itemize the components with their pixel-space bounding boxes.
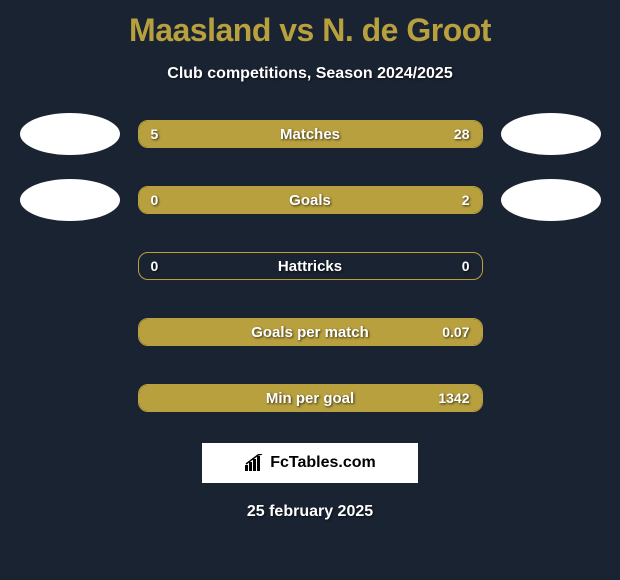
- stat-label: Goals per match: [251, 324, 369, 341]
- page-title: Maasland vs N. de Groot: [0, 0, 620, 49]
- stat-row: Goals per match 0.07: [0, 311, 620, 353]
- stat-label: Min per goal: [266, 390, 354, 407]
- chart-icon: [244, 454, 266, 472]
- stat-value-left: 0: [151, 192, 159, 208]
- brand-text: FcTables.com: [270, 454, 376, 472]
- stat-value-right: 2: [462, 192, 470, 208]
- stat-row: 0 Goals 2: [0, 179, 620, 221]
- player-left-avatar: [20, 179, 120, 221]
- stat-label: Matches: [280, 126, 340, 143]
- stat-value-left: 0: [151, 258, 159, 274]
- avatar-placeholder: [501, 245, 601, 287]
- stat-row: Min per goal 1342: [0, 377, 620, 419]
- stat-bar-hattricks: 0 Hattricks 0: [138, 252, 483, 280]
- stats-container: 5 Matches 28 0 Goals 2 0 Hattricks 0 Goa…: [0, 113, 620, 419]
- stat-label: Hattricks: [278, 258, 342, 275]
- stat-value-right: 28: [454, 126, 470, 142]
- avatar-placeholder: [20, 311, 120, 353]
- stat-value-right: 0: [462, 258, 470, 274]
- avatar-placeholder: [20, 377, 120, 419]
- subtitle: Club competitions, Season 2024/2025: [0, 65, 620, 83]
- brand-logo[interactable]: FcTables.com: [202, 443, 418, 483]
- stat-value-right: 0.07: [442, 324, 469, 340]
- player-right-avatar: [501, 113, 601, 155]
- avatar-placeholder: [501, 311, 601, 353]
- date-text: 25 february 2025: [0, 503, 620, 521]
- stat-value-left: 5: [151, 126, 159, 142]
- stat-row: 5 Matches 28: [0, 113, 620, 155]
- player-right-avatar: [501, 179, 601, 221]
- stat-bar-min-per-goal: Min per goal 1342: [138, 384, 483, 412]
- stat-bar-goals-per-match: Goals per match 0.07: [138, 318, 483, 346]
- avatar-placeholder: [20, 245, 120, 287]
- stat-bar-matches: 5 Matches 28: [138, 120, 483, 148]
- stat-bar-goals: 0 Goals 2: [138, 186, 483, 214]
- bar-fill-left: [139, 121, 190, 147]
- avatar-placeholder: [501, 377, 601, 419]
- stat-label: Goals: [289, 192, 331, 209]
- stat-value-right: 1342: [438, 390, 469, 406]
- stat-row: 0 Hattricks 0: [0, 245, 620, 287]
- player-left-avatar: [20, 113, 120, 155]
